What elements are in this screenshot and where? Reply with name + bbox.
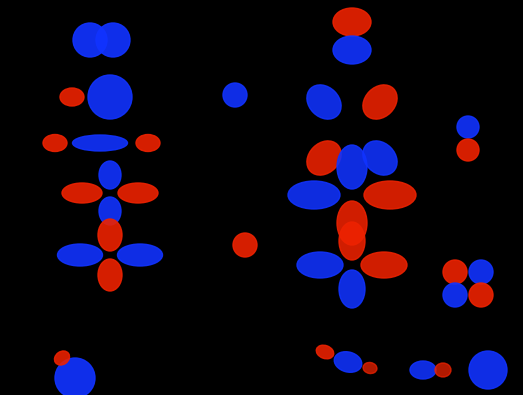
- Ellipse shape: [339, 222, 365, 260]
- Ellipse shape: [136, 135, 160, 152]
- Ellipse shape: [98, 219, 122, 251]
- Circle shape: [73, 23, 107, 57]
- Ellipse shape: [364, 181, 416, 209]
- Ellipse shape: [435, 363, 451, 377]
- Ellipse shape: [58, 244, 103, 266]
- Ellipse shape: [363, 141, 397, 175]
- Circle shape: [457, 139, 479, 161]
- Circle shape: [469, 351, 507, 389]
- Circle shape: [55, 358, 95, 395]
- Ellipse shape: [333, 36, 371, 64]
- Ellipse shape: [99, 197, 121, 225]
- Circle shape: [443, 283, 467, 307]
- Circle shape: [469, 283, 493, 307]
- Ellipse shape: [337, 201, 367, 245]
- Ellipse shape: [339, 270, 365, 308]
- Circle shape: [88, 75, 132, 119]
- Ellipse shape: [99, 161, 121, 189]
- Ellipse shape: [54, 351, 70, 365]
- Ellipse shape: [98, 259, 122, 291]
- Ellipse shape: [361, 252, 407, 278]
- Ellipse shape: [337, 145, 367, 189]
- Ellipse shape: [307, 141, 341, 175]
- Ellipse shape: [118, 244, 163, 266]
- Ellipse shape: [307, 85, 341, 119]
- Ellipse shape: [297, 252, 343, 278]
- Ellipse shape: [73, 135, 128, 151]
- Circle shape: [223, 83, 247, 107]
- Ellipse shape: [60, 88, 84, 106]
- Ellipse shape: [333, 8, 371, 36]
- Circle shape: [233, 233, 257, 257]
- Ellipse shape: [334, 352, 362, 372]
- Ellipse shape: [62, 183, 102, 203]
- Ellipse shape: [118, 183, 158, 203]
- Ellipse shape: [363, 363, 377, 374]
- Circle shape: [469, 260, 493, 284]
- Ellipse shape: [410, 361, 436, 379]
- Ellipse shape: [316, 345, 334, 359]
- Circle shape: [96, 23, 130, 57]
- Ellipse shape: [288, 181, 340, 209]
- Ellipse shape: [43, 135, 67, 152]
- Circle shape: [457, 116, 479, 138]
- Circle shape: [443, 260, 467, 284]
- Ellipse shape: [363, 85, 397, 119]
